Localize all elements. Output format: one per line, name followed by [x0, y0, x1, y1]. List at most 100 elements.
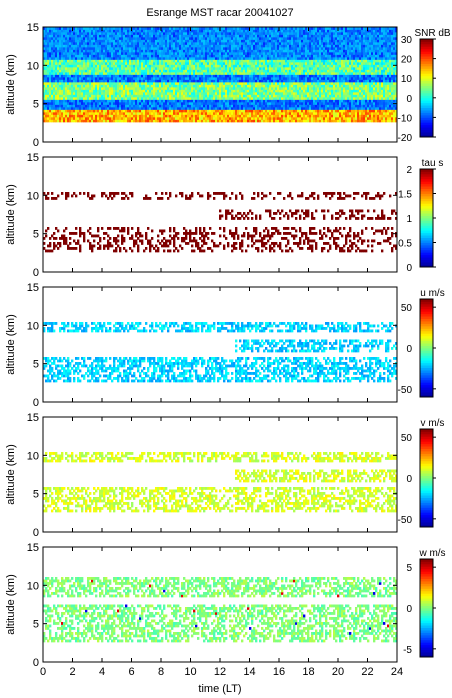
snr-cell — [63, 97, 66, 100]
snr-cell — [231, 114, 234, 118]
snr-cell — [55, 82, 58, 85]
snr-cell — [185, 57, 188, 60]
snr-cell — [253, 29, 256, 33]
snr-cell — [75, 82, 78, 85]
snr-cell — [89, 44, 92, 48]
snr-cell — [77, 47, 80, 50]
snr-cell — [109, 37, 112, 40]
snr-cell — [227, 119, 230, 123]
snr-cell — [131, 72, 134, 75]
snr-cell — [293, 79, 296, 83]
snr-cell — [245, 119, 248, 123]
snr-cell — [273, 52, 276, 55]
snr-cell — [81, 89, 84, 93]
snr-cell — [293, 44, 296, 48]
snr-cell — [47, 109, 50, 113]
snr-cell — [133, 107, 136, 110]
snr-cell — [147, 32, 150, 35]
snr-cell — [297, 62, 300, 65]
snr-cell — [183, 87, 186, 90]
snr-cell — [147, 67, 150, 70]
snr-cell — [77, 94, 80, 98]
snr-cell — [219, 107, 222, 110]
snr-cell — [287, 39, 290, 43]
snr-cell — [155, 52, 158, 55]
snr-cell — [81, 82, 84, 85]
snr-cell — [303, 57, 306, 60]
snr-cell — [155, 82, 158, 85]
snr-cell — [115, 74, 118, 78]
snr-cell — [275, 109, 278, 113]
snr-cell — [241, 59, 244, 63]
snr-cell — [269, 97, 272, 100]
snr-cell — [303, 74, 306, 78]
snr-cell — [279, 107, 282, 110]
snr-cell — [147, 74, 150, 78]
snr-cell — [51, 72, 54, 75]
snr-cell — [97, 62, 100, 65]
snr-cell — [143, 72, 146, 75]
snr-cell — [97, 69, 100, 73]
snr-cell — [303, 117, 306, 120]
snr-cell — [65, 79, 68, 83]
snr-cell — [125, 102, 128, 105]
snr-cell — [225, 92, 228, 95]
snr-cell — [141, 74, 144, 78]
snr-cell — [91, 57, 94, 60]
snr-cell — [105, 79, 108, 83]
snr-cell — [255, 27, 258, 30]
snr-cell — [105, 112, 108, 115]
snr-cell — [163, 84, 166, 88]
snr-cell — [289, 87, 292, 90]
snr-cell — [79, 47, 82, 50]
snr-cell — [97, 67, 100, 70]
snr-cell — [155, 87, 158, 90]
snr-cell — [89, 102, 92, 105]
snr-cell — [289, 57, 292, 60]
snr-cell — [267, 92, 270, 95]
snr-cell — [91, 29, 94, 33]
snr-cell — [149, 119, 152, 123]
snr-cell — [109, 27, 112, 30]
snr-cell — [303, 59, 306, 63]
snr-cell — [235, 52, 238, 55]
snr-cell — [53, 54, 56, 58]
snr-cell — [45, 114, 48, 118]
snr-cell — [153, 72, 156, 75]
snr-cell — [99, 107, 102, 110]
snr-cell — [159, 102, 162, 105]
snr-cell — [191, 49, 194, 53]
snr-cell — [291, 112, 294, 115]
snr-cell — [255, 104, 258, 108]
snr-cell — [127, 94, 130, 98]
snr-cell — [271, 32, 274, 35]
snr-cell — [277, 97, 280, 100]
snr-cell — [295, 82, 298, 85]
snr-cell — [185, 69, 188, 73]
snr-cell — [85, 29, 88, 33]
snr-cell — [301, 84, 304, 88]
snr-cell — [191, 114, 194, 118]
snr-cell — [273, 104, 276, 108]
snr-cell — [245, 117, 248, 120]
snr-cell — [181, 114, 184, 118]
snr-cell — [163, 94, 166, 98]
snr-cell — [59, 117, 62, 120]
snr-cell — [211, 92, 214, 95]
snr-cell — [71, 92, 74, 95]
snr-cell — [167, 39, 170, 43]
snr-cell — [155, 47, 158, 50]
snr-cell — [121, 27, 124, 30]
snr-cell — [237, 72, 240, 75]
snr-cell — [183, 34, 186, 38]
snr-cell — [281, 37, 284, 40]
snr-cell — [157, 54, 160, 58]
snr-cell — [101, 104, 104, 108]
snr-cell — [113, 47, 116, 50]
snr-cell — [159, 37, 162, 40]
snr-cell — [281, 54, 284, 58]
snr-cell — [233, 64, 236, 68]
snr-cell — [71, 54, 74, 58]
snr-cell — [47, 54, 50, 58]
snr-cell — [151, 104, 154, 108]
